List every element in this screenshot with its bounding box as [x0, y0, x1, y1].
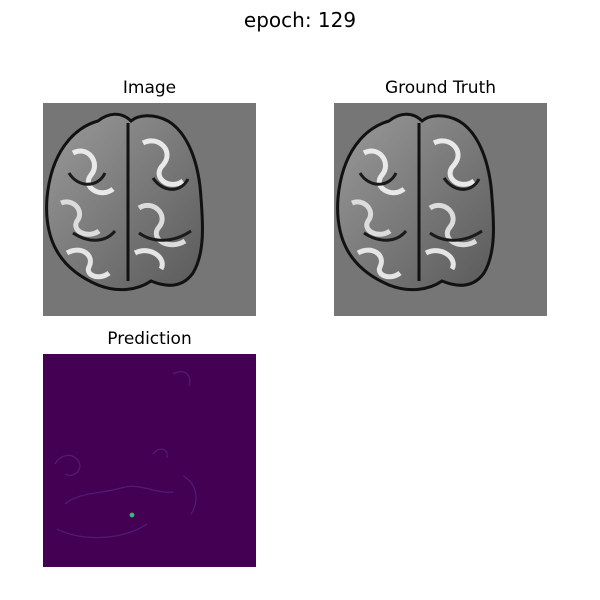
prediction-highlight-dot: [129, 512, 135, 518]
brain-slice-ground-truth: [336, 112, 495, 292]
image-panel-title: Image: [122, 78, 177, 98]
prediction-faint-structure: [54, 371, 197, 539]
figure-title: epoch: 129: [243, 8, 357, 32]
prediction-panel: [43, 354, 256, 567]
ground-truth-panel-title: Ground Truth: [384, 78, 497, 98]
brain-slice-image: [45, 112, 204, 292]
prediction-panel-title: Prediction: [107, 329, 192, 349]
image-panel: [43, 103, 256, 316]
ground-truth-panel: [334, 103, 547, 316]
